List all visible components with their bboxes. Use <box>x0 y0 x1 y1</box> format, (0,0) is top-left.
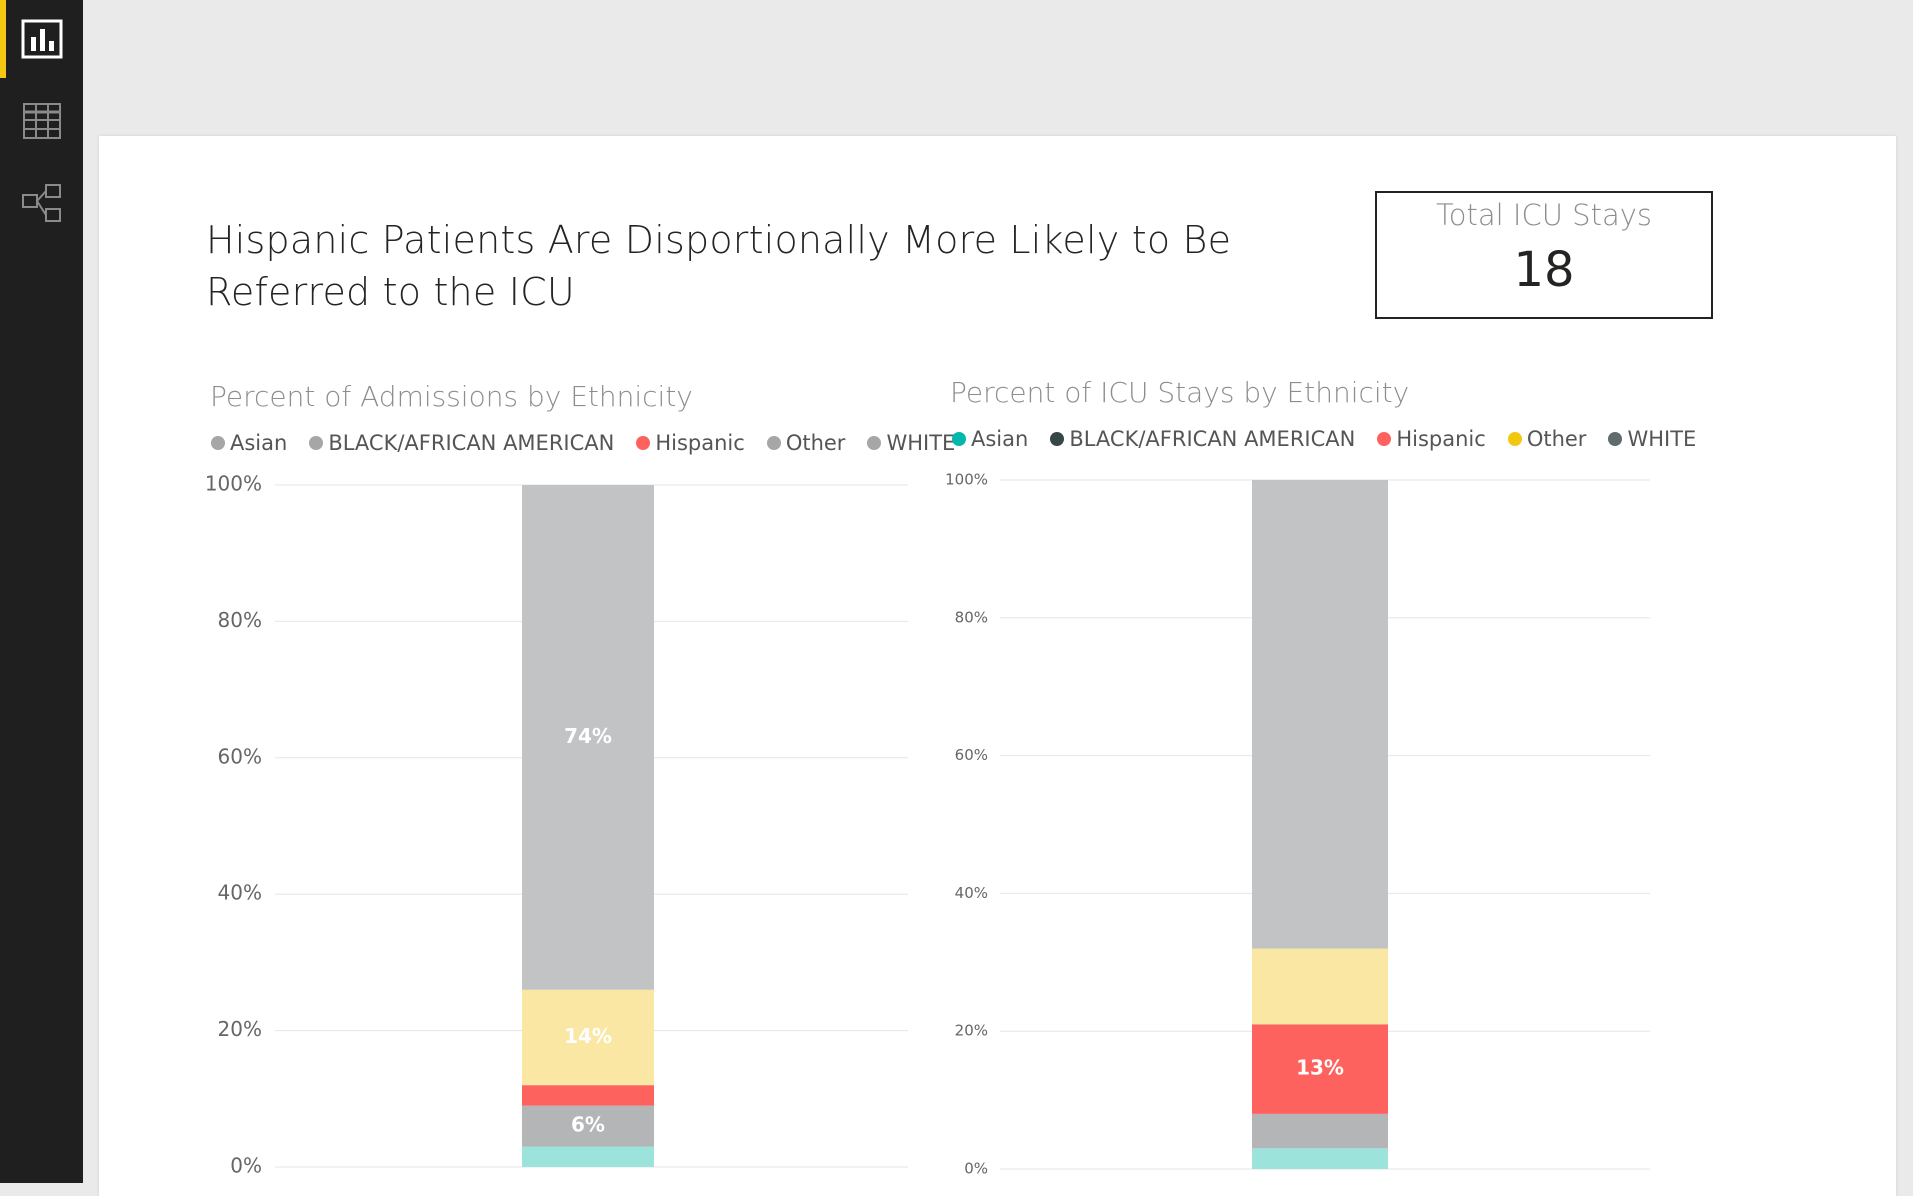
kpi-value: 18 <box>1513 242 1575 298</box>
legend-dot <box>211 436 225 450</box>
report-title: Hispanic Patients Are Disportionally Mor… <box>206 218 1232 314</box>
y-axis-tick-label: 60% <box>955 746 988 764</box>
legend-label: Hispanic <box>655 431 745 455</box>
y-axis-tick-label: 40% <box>955 884 988 902</box>
data-label: 74% <box>564 724 612 748</box>
bar-segment-hispanic <box>1252 1024 1388 1114</box>
legend-item-other[interactable]: Other <box>766 431 846 455</box>
admissions-stacked-bar-chart[interactable]: 0% 20% 40% 60% 80% 100% 6% 14% 74% <box>200 465 910 1183</box>
legend-dot <box>766 436 781 450</box>
legend-item-black-african-american[interactable]: BLACK/AFRICAN AMERICAN <box>1050 427 1355 451</box>
legend-item-asian[interactable]: Asian <box>211 431 287 455</box>
bar-segment-white <box>1252 480 1388 949</box>
bar-chart-icon <box>21 19 62 59</box>
data-label: 6% <box>571 1113 605 1137</box>
icu-chart-legend: Asian BLACK/AFRICAN AMERICAN Hispanic Ot… <box>952 427 1696 451</box>
bar-segment-black-african-american <box>1252 1113 1388 1149</box>
report-view-button[interactable] <box>0 0 83 78</box>
legend-item-asian[interactable]: Asian <box>952 427 1028 451</box>
model-view-button[interactable] <box>0 164 83 242</box>
legend-label: Hispanic <box>1396 427 1486 451</box>
icu-chart-title: Percent of ICU Stays by Ethnicity <box>950 376 1410 409</box>
legend-item-hispanic[interactable]: Hispanic <box>1377 427 1486 451</box>
y-axis-tick-label: 20% <box>218 1017 262 1041</box>
legend-dot <box>1050 432 1065 446</box>
legend-dot <box>309 436 324 450</box>
legend-dot <box>952 432 966 446</box>
legend-label: BLACK/AFRICAN AMERICAN <box>1069 427 1356 451</box>
data-label: 14% <box>564 1024 612 1048</box>
y-axis-tick-label: 0% <box>964 1160 988 1178</box>
legend-dot <box>1608 432 1623 446</box>
y-axis-tick-label: 60% <box>218 744 262 768</box>
legend-label: Asian <box>230 431 288 455</box>
y-axis-tick-label: 40% <box>218 881 262 905</box>
y-axis-tick-label: 0% <box>230 1154 262 1178</box>
legend-label: Other <box>1526 427 1587 451</box>
legend-item-white[interactable]: WHITE <box>1608 427 1696 451</box>
y-axis-tick-label: 100% <box>205 472 262 496</box>
legend-item-hispanic[interactable]: Hispanic <box>636 431 745 455</box>
data-label: 13% <box>1296 1056 1344 1080</box>
admissions-chart-legend: Asian BLACK/AFRICAN AMERICAN Hispanic Ot… <box>211 431 955 455</box>
legend-label: WHITE <box>886 431 956 455</box>
legend-dot <box>1377 432 1392 446</box>
legend-item-black-african-american[interactable]: BLACK/AFRICAN AMERICAN <box>309 431 614 455</box>
bar-segment-white <box>522 485 654 990</box>
bar-segment-asian <box>1252 1148 1388 1169</box>
legend-label: WHITE <box>1627 427 1697 451</box>
legend-label: Other <box>785 431 846 455</box>
table-grid-icon <box>22 103 61 139</box>
legend-label: BLACK/AFRICAN AMERICAN <box>328 431 615 455</box>
view-switcher-rail <box>0 0 83 1183</box>
relationships-icon <box>21 184 61 222</box>
bar-segment-asian <box>522 1146 654 1167</box>
legend-item-white[interactable]: WHITE <box>867 431 955 455</box>
legend-dot <box>636 436 651 450</box>
legend-item-other[interactable]: Other <box>1507 427 1587 451</box>
y-axis-tick-label: 100% <box>945 471 988 489</box>
y-axis-tick-label: 80% <box>955 608 988 626</box>
bar-segment-other <box>1252 948 1388 1025</box>
kpi-card-total-icu-stays[interactable]: Total ICU Stays 18 <box>1375 191 1713 319</box>
y-axis-tick-label: 80% <box>218 608 262 632</box>
data-view-button[interactable] <box>0 82 83 160</box>
icu-stacked-bar-chart[interactable]: 0% 20% 40% 60% 80% 100% 13% <box>940 460 1660 1183</box>
bar-segment-other <box>522 989 654 1086</box>
legend-dot <box>1507 432 1522 446</box>
legend-label: Asian <box>971 427 1029 451</box>
bar-segment-black-african-american <box>522 1105 654 1147</box>
y-axis-tick-label: 20% <box>955 1022 988 1040</box>
kpi-label: Total ICU Stays <box>1435 198 1652 232</box>
admissions-chart-title: Percent of Admissions by Ethnicity <box>210 380 693 413</box>
legend-dot <box>867 436 882 450</box>
bar-segment-hispanic <box>522 1085 654 1106</box>
